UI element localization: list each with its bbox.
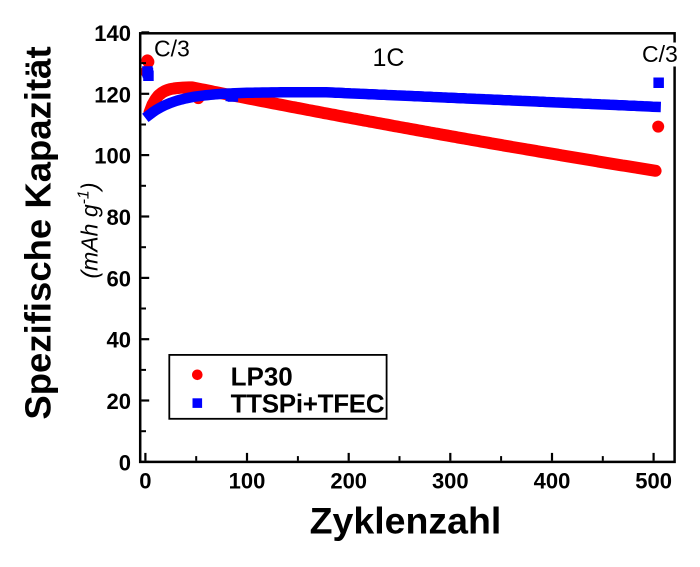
svg-text:C/3: C/3 bbox=[642, 41, 678, 67]
svg-text:1C: 1C bbox=[373, 44, 405, 72]
svg-text:(mAh g-1): (mAh g-1) bbox=[76, 182, 103, 278]
svg-text:200: 200 bbox=[330, 468, 367, 493]
svg-text:300: 300 bbox=[432, 468, 469, 493]
svg-text:120: 120 bbox=[94, 82, 131, 107]
svg-text:Zyklenzahl: Zyklenzahl bbox=[310, 500, 502, 542]
svg-text:400: 400 bbox=[534, 468, 571, 493]
svg-text:C/3: C/3 bbox=[154, 36, 190, 62]
svg-text:20: 20 bbox=[107, 389, 131, 414]
svg-text:100: 100 bbox=[94, 144, 131, 169]
svg-text:TTSPi+TFEC: TTSPi+TFEC bbox=[231, 388, 385, 418]
svg-text:500: 500 bbox=[635, 468, 672, 493]
svg-text:Spezifische Kapazität: Spezifische Kapazität bbox=[18, 46, 59, 419]
svg-text:140: 140 bbox=[94, 21, 131, 46]
svg-text:60: 60 bbox=[107, 266, 131, 291]
svg-text:0: 0 bbox=[119, 450, 131, 475]
svg-text:80: 80 bbox=[107, 205, 131, 230]
svg-text:0: 0 bbox=[139, 468, 151, 493]
svg-text:LP30: LP30 bbox=[231, 361, 293, 391]
svg-text:100: 100 bbox=[229, 468, 266, 493]
svg-text:40: 40 bbox=[107, 328, 131, 353]
